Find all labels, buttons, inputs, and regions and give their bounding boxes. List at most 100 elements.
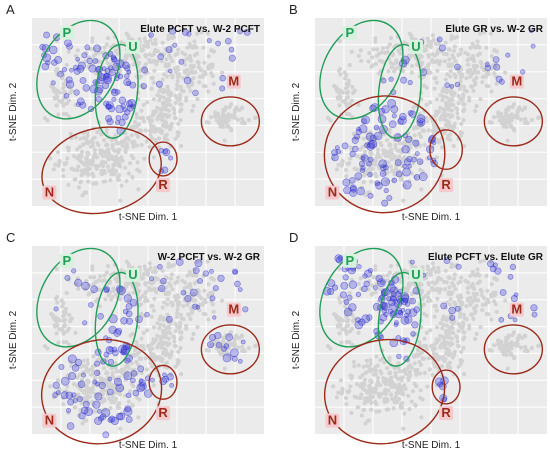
background-point [458,303,464,308]
data-point [115,104,124,114]
background-point [386,407,391,412]
data-point [381,105,390,114]
background-point [461,312,466,317]
data-point [71,268,77,274]
background-point [192,39,197,44]
background-point [147,52,152,57]
data-point [386,195,393,202]
background-point [81,358,86,363]
background-point [536,115,541,120]
background-point [114,154,119,159]
background-point [134,143,140,148]
background-point [149,314,154,319]
data-point [351,136,359,144]
background-point [188,316,193,321]
data-point [209,333,217,341]
background-point [503,70,508,75]
background-point [134,115,139,120]
background-point [163,107,168,112]
background-point [127,389,133,394]
background-point [449,330,454,335]
background-point [130,402,135,407]
background-point [512,128,517,133]
data-point [94,416,103,426]
data-point [520,69,526,75]
background-point [136,290,141,295]
background-point [103,179,108,184]
background-point [147,345,152,350]
background-point [427,367,432,372]
background-point [387,42,392,47]
background-point [151,155,156,160]
background-point [423,47,429,53]
background-point [165,84,170,89]
background-point [64,161,69,166]
background-point [373,290,378,295]
background-point [455,111,460,116]
background-point [336,296,342,301]
background-point [57,388,62,393]
background-point [167,326,172,331]
background-point [471,88,476,93]
background-point [449,319,454,325]
background-point [444,350,449,355]
background-point [383,380,388,385]
background-point [202,297,207,302]
background-point [373,36,378,41]
region-N-ellipse [323,95,446,214]
background-point [154,290,159,295]
background-point [166,316,171,321]
background-point [344,81,349,87]
background-point [382,360,387,365]
background-point [117,392,123,397]
background-point [461,118,466,123]
background-point [325,344,331,349]
region-N-ellipse [323,338,446,445]
background-point [425,36,430,41]
background-point [437,140,442,145]
background-point [53,68,59,73]
background-point [457,314,462,320]
background-point [444,280,449,285]
background-point [371,275,376,280]
data-point [484,64,491,72]
data-point [67,398,74,406]
data-point [505,52,511,58]
background-point [179,107,184,112]
data-point [412,139,420,147]
data-point [165,46,173,54]
background-point [130,174,135,179]
background-point [102,45,107,50]
background-point [218,352,223,357]
background-point [430,33,435,38]
background-point [55,90,60,95]
background-point [376,391,381,396]
background-point [159,358,164,363]
data-point [531,311,538,318]
background-point [143,63,148,68]
region-label-U: U [411,39,420,54]
background-point [385,50,390,55]
region-label-bg [439,178,454,193]
background-point [76,286,81,291]
data-point [82,400,90,408]
background-point [438,105,443,110]
background-point [184,95,189,100]
background-point [481,296,487,301]
data-point [221,345,227,352]
background-point [445,300,450,305]
data-point [125,310,133,318]
background-point [160,40,165,45]
data-point [79,77,87,84]
background-point [153,129,158,134]
background-point [500,115,505,120]
background-point [197,80,202,85]
data-point [125,416,133,423]
background-point [191,331,196,337]
background-point [387,142,392,147]
background-point [114,148,119,153]
background-point [117,173,122,178]
background-point [161,95,166,100]
data-point [372,285,378,291]
y-axis-label: t-SNE Dim. 2 [291,310,302,369]
